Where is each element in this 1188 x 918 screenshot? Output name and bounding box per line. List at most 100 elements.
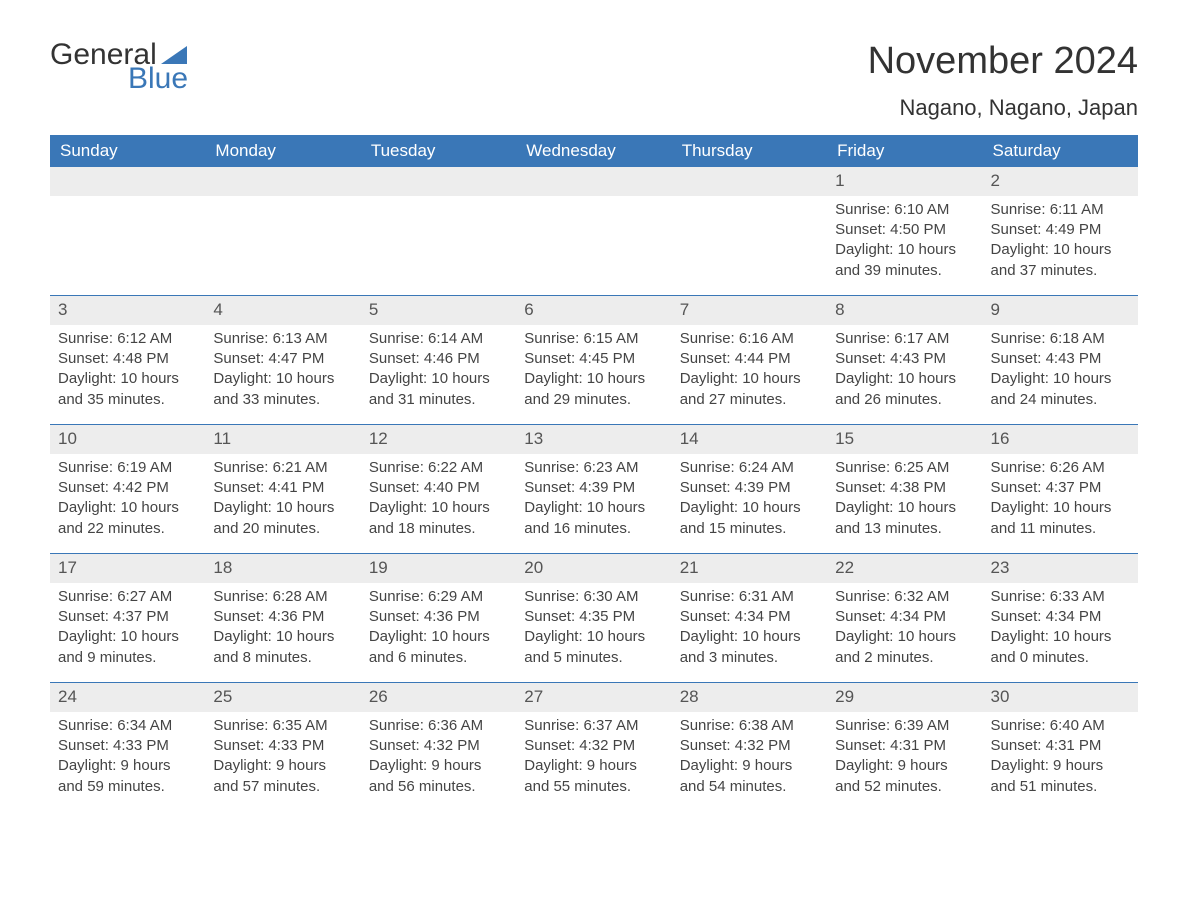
sunset-text: Sunset: 4:33 PM (213, 736, 352, 756)
sunrise-text: Sunrise: 6:25 AM (835, 458, 974, 478)
day-body: Sunrise: 6:28 AMSunset: 4:36 PMDaylight:… (205, 587, 360, 668)
daylight-line2: and 37 minutes. (991, 261, 1130, 281)
day-number: 30 (983, 683, 1138, 712)
day-number: 9 (983, 296, 1138, 325)
daylight-line2: and 29 minutes. (524, 390, 663, 410)
sunrise-text: Sunrise: 6:24 AM (680, 458, 819, 478)
sunrise-text: Sunrise: 6:29 AM (369, 587, 508, 607)
daylight-line2: and 56 minutes. (369, 777, 508, 797)
day-cell: 8Sunrise: 6:17 AMSunset: 4:43 PMDaylight… (827, 296, 982, 424)
daylight-line2: and 9 minutes. (58, 648, 197, 668)
day-number: 24 (50, 683, 205, 712)
day-number (205, 167, 360, 196)
day-body: Sunrise: 6:35 AMSunset: 4:33 PMDaylight:… (205, 716, 360, 797)
daylight-line1: Daylight: 10 hours (213, 627, 352, 647)
day-cell: 24Sunrise: 6:34 AMSunset: 4:33 PMDayligh… (50, 683, 205, 811)
sunrise-text: Sunrise: 6:30 AM (524, 587, 663, 607)
daylight-line2: and 35 minutes. (58, 390, 197, 410)
daylight-line1: Daylight: 10 hours (680, 498, 819, 518)
daylight-line1: Daylight: 10 hours (369, 498, 508, 518)
daylight-line2: and 55 minutes. (524, 777, 663, 797)
day-cell: 23Sunrise: 6:33 AMSunset: 4:34 PMDayligh… (983, 554, 1138, 682)
sunset-text: Sunset: 4:35 PM (524, 607, 663, 627)
daylight-line2: and 5 minutes. (524, 648, 663, 668)
day-cell: 7Sunrise: 6:16 AMSunset: 4:44 PMDaylight… (672, 296, 827, 424)
sunset-text: Sunset: 4:34 PM (835, 607, 974, 627)
sunrise-text: Sunrise: 6:26 AM (991, 458, 1130, 478)
day-body: Sunrise: 6:40 AMSunset: 4:31 PMDaylight:… (983, 716, 1138, 797)
week-row: 10Sunrise: 6:19 AMSunset: 4:42 PMDayligh… (50, 424, 1138, 553)
dow-cell: Thursday (672, 135, 827, 167)
day-body: Sunrise: 6:22 AMSunset: 4:40 PMDaylight:… (361, 458, 516, 539)
day-body: Sunrise: 6:30 AMSunset: 4:35 PMDaylight:… (516, 587, 671, 668)
sunset-text: Sunset: 4:44 PM (680, 349, 819, 369)
day-cell: 25Sunrise: 6:35 AMSunset: 4:33 PMDayligh… (205, 683, 360, 811)
day-number: 22 (827, 554, 982, 583)
dow-cell: Tuesday (361, 135, 516, 167)
daylight-line1: Daylight: 10 hours (524, 369, 663, 389)
day-cell: 27Sunrise: 6:37 AMSunset: 4:32 PMDayligh… (516, 683, 671, 811)
day-number (361, 167, 516, 196)
sunrise-text: Sunrise: 6:16 AM (680, 329, 819, 349)
day-cell: 1Sunrise: 6:10 AMSunset: 4:50 PMDaylight… (827, 167, 982, 295)
sunset-text: Sunset: 4:50 PM (835, 220, 974, 240)
day-number: 28 (672, 683, 827, 712)
day-number (672, 167, 827, 196)
day-number: 29 (827, 683, 982, 712)
day-cell (672, 167, 827, 295)
day-body: Sunrise: 6:36 AMSunset: 4:32 PMDaylight:… (361, 716, 516, 797)
daylight-line1: Daylight: 10 hours (524, 627, 663, 647)
day-number: 18 (205, 554, 360, 583)
day-body: Sunrise: 6:37 AMSunset: 4:32 PMDaylight:… (516, 716, 671, 797)
daylight-line1: Daylight: 10 hours (991, 369, 1130, 389)
dow-cell: Sunday (50, 135, 205, 167)
week-row: 3Sunrise: 6:12 AMSunset: 4:48 PMDaylight… (50, 295, 1138, 424)
day-number: 13 (516, 425, 671, 454)
daylight-line1: Daylight: 10 hours (58, 627, 197, 647)
dow-cell: Friday (827, 135, 982, 167)
daylight-line1: Daylight: 10 hours (680, 627, 819, 647)
sunrise-text: Sunrise: 6:37 AM (524, 716, 663, 736)
daylight-line1: Daylight: 9 hours (991, 756, 1130, 776)
sunset-text: Sunset: 4:34 PM (991, 607, 1130, 627)
daylight-line2: and 18 minutes. (369, 519, 508, 539)
sunrise-text: Sunrise: 6:31 AM (680, 587, 819, 607)
sunset-text: Sunset: 4:39 PM (524, 478, 663, 498)
daylight-line2: and 54 minutes. (680, 777, 819, 797)
day-cell (361, 167, 516, 295)
dow-cell: Saturday (983, 135, 1138, 167)
daylight-line2: and 22 minutes. (58, 519, 197, 539)
daylight-line1: Daylight: 10 hours (835, 369, 974, 389)
sunset-text: Sunset: 4:37 PM (991, 478, 1130, 498)
sunrise-text: Sunrise: 6:11 AM (991, 200, 1130, 220)
day-cell: 3Sunrise: 6:12 AMSunset: 4:48 PMDaylight… (50, 296, 205, 424)
month-title: November 2024 (868, 40, 1138, 83)
daylight-line1: Daylight: 10 hours (835, 627, 974, 647)
sunrise-text: Sunrise: 6:13 AM (213, 329, 352, 349)
day-number (516, 167, 671, 196)
daylight-line1: Daylight: 10 hours (991, 240, 1130, 260)
sunset-text: Sunset: 4:41 PM (213, 478, 352, 498)
week-row: 17Sunrise: 6:27 AMSunset: 4:37 PMDayligh… (50, 553, 1138, 682)
daylight-line1: Daylight: 9 hours (835, 756, 974, 776)
day-number: 10 (50, 425, 205, 454)
sunset-text: Sunset: 4:36 PM (213, 607, 352, 627)
daylight-line1: Daylight: 9 hours (524, 756, 663, 776)
daylight-line1: Daylight: 10 hours (835, 240, 974, 260)
day-of-week-header: SundayMondayTuesdayWednesdayThursdayFrid… (50, 135, 1138, 167)
day-number: 23 (983, 554, 1138, 583)
day-number: 15 (827, 425, 982, 454)
daylight-line2: and 15 minutes. (680, 519, 819, 539)
day-number: 19 (361, 554, 516, 583)
day-body: Sunrise: 6:17 AMSunset: 4:43 PMDaylight:… (827, 329, 982, 410)
day-number: 11 (205, 425, 360, 454)
daylight-line1: Daylight: 9 hours (369, 756, 508, 776)
daylight-line2: and 13 minutes. (835, 519, 974, 539)
daylight-line2: and 0 minutes. (991, 648, 1130, 668)
sunrise-text: Sunrise: 6:19 AM (58, 458, 197, 478)
sunset-text: Sunset: 4:49 PM (991, 220, 1130, 240)
day-cell: 19Sunrise: 6:29 AMSunset: 4:36 PMDayligh… (361, 554, 516, 682)
daylight-line2: and 52 minutes. (835, 777, 974, 797)
title-block: November 2024 Nagano, Nagano, Japan (868, 40, 1138, 121)
day-cell: 28Sunrise: 6:38 AMSunset: 4:32 PMDayligh… (672, 683, 827, 811)
